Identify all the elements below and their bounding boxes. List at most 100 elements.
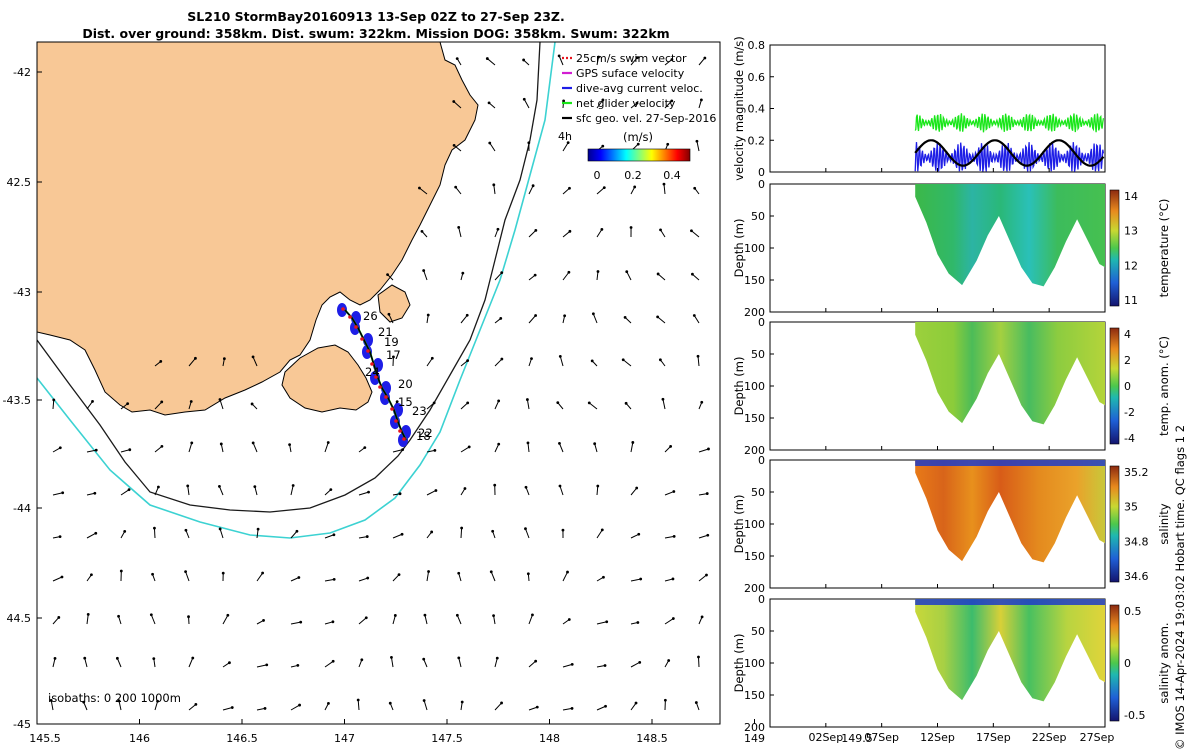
colorbar-tick-label: 11 <box>1124 294 1138 307</box>
current-arrow-head <box>605 620 609 624</box>
map-xtick-label: 145.5 <box>29 732 61 745</box>
current-arrow <box>528 185 534 195</box>
current-arrow <box>52 447 61 453</box>
current-arrow <box>219 528 224 539</box>
day-label: 21 <box>378 325 393 339</box>
current-arrow-head <box>692 314 696 317</box>
current-arrow <box>153 658 156 668</box>
colorbar-tick-label: 0.2 <box>624 169 642 182</box>
map-xtick-label: 148.5 <box>636 732 668 745</box>
current-arrow <box>324 578 335 582</box>
current-arrow-head <box>570 662 574 666</box>
colorbar-tick-label: 34.8 <box>1124 535 1149 548</box>
current-arrow-head <box>329 488 333 492</box>
current-arrow-head <box>251 355 255 359</box>
current-arrow-head <box>699 98 703 102</box>
current-arrow-head <box>635 56 639 60</box>
current-arrow-head <box>603 664 607 667</box>
current-arrow <box>528 660 536 668</box>
colorbar-gradient <box>587 148 691 162</box>
colorbar-title: (m/s) <box>623 130 653 144</box>
section-colorbar <box>1109 189 1120 307</box>
current-arrow-head <box>52 398 56 402</box>
current-arrow-head <box>94 448 98 452</box>
current-arrow-head <box>218 398 222 401</box>
current-arrow <box>455 186 462 195</box>
current-arrow-head <box>604 704 607 708</box>
current-arrow-head <box>566 570 569 574</box>
current-arrow-head <box>117 699 121 703</box>
swim-vector <box>398 429 402 433</box>
current-arrow <box>358 577 368 582</box>
depth-tick-label: 200 <box>744 721 765 734</box>
current-arrow-head <box>397 573 401 577</box>
current-arrow-head <box>57 616 61 619</box>
isobath-1000m <box>37 42 556 539</box>
current-arrow <box>460 402 469 410</box>
current-arrow-head <box>656 272 660 276</box>
current-arrow-head <box>297 576 301 579</box>
colorbar-label: temp. anom. (°C) <box>1157 336 1171 436</box>
current-arrow-head <box>367 490 370 494</box>
figure-title-line1: SL210 StormBay20160913 13-Sep 02Z to 27-… <box>187 9 564 24</box>
current-arrow <box>494 658 498 668</box>
current-arrow <box>697 656 700 668</box>
current-arrow-head <box>452 100 456 103</box>
current-arrow-head <box>222 357 226 361</box>
current-arrow <box>657 273 666 281</box>
current-arrow-head <box>558 484 562 488</box>
current-arrow-head <box>159 360 163 363</box>
current-arrow-head <box>557 54 561 58</box>
current-arrow-head <box>426 313 430 317</box>
current-arrow-head <box>624 401 628 405</box>
current-arrow <box>188 442 193 453</box>
current-arrow-head <box>625 270 629 274</box>
current-arrow-head <box>228 661 231 665</box>
current-arrow <box>596 621 607 625</box>
colorbar-tick-label: -4 <box>1124 432 1135 445</box>
current-arrow <box>153 528 156 539</box>
velocity-ytick-label: 0.6 <box>748 71 766 84</box>
current-arrow <box>187 485 190 496</box>
figure-title-line2: Dist. over ground: 358km. Dist. swum: 32… <box>82 26 669 41</box>
current-arrow-head <box>570 707 574 710</box>
current-arrow <box>290 530 298 539</box>
current-arrow-head <box>466 359 470 363</box>
depth-tick-label: 150 <box>744 550 765 563</box>
current-arrow-head <box>662 182 666 186</box>
colorbar-tick-label: -0.5 <box>1124 709 1145 722</box>
current-arrow-head <box>670 58 674 61</box>
current-arrow <box>494 443 500 453</box>
current-arrow-head <box>49 698 53 702</box>
current-arrow-head <box>422 269 426 272</box>
current-arrow <box>489 142 496 152</box>
current-arrow-head <box>561 528 565 532</box>
current-arrow-head <box>666 142 670 146</box>
current-arrow-head <box>422 657 426 661</box>
current-arrow-head <box>156 699 159 703</box>
current-arrow-head <box>387 312 391 316</box>
current-arrow-head <box>491 529 495 533</box>
current-arrow <box>558 55 564 66</box>
current-arrow-head <box>128 448 132 452</box>
current-arrow <box>490 571 496 582</box>
current-arrow <box>626 271 632 281</box>
current-arrow-head <box>422 699 426 702</box>
current-arrow <box>494 272 503 281</box>
time-tick-label: 07Sep <box>864 731 899 744</box>
current-arrow <box>528 614 533 625</box>
depth-ylabel: Depth (m) <box>732 219 746 278</box>
current-arrow-head <box>522 97 526 101</box>
current-arrow-head <box>326 441 330 444</box>
current-arrow <box>83 701 88 711</box>
current-arrow-head <box>499 317 503 320</box>
current-arrow <box>324 534 335 539</box>
current-arrow <box>52 492 63 496</box>
current-arrow-head <box>497 399 501 403</box>
current-arrow-head <box>705 573 708 577</box>
current-arrow <box>357 699 360 711</box>
legend-label: net glider velocity <box>576 97 676 110</box>
current-arrow <box>596 229 603 238</box>
surface-fresh-layer <box>915 460 1105 466</box>
current-arrow-head <box>667 659 671 662</box>
